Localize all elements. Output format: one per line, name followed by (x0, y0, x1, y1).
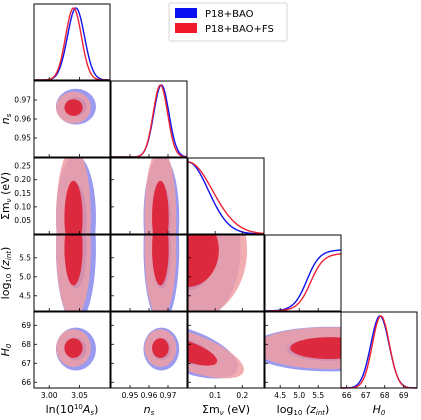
y-tick-label-ns: 0.95 (14, 134, 31, 143)
legend-box (168, 2, 288, 42)
y-tick-label-ns: 0.96 (14, 115, 31, 124)
contour-panel-mnu-H0 (188, 324, 244, 379)
panel-frame-H0-H0 (340, 311, 418, 389)
x-axis-label-ns: ns (144, 403, 155, 417)
x-tick-label-lnAs: 3.00 (41, 391, 58, 400)
contour-panel-lnAs-mnu (55, 158, 96, 234)
y-tick-label-mnu: 0.05 (14, 216, 31, 225)
contour-68-p18-bao-fs (188, 235, 219, 287)
posterior-1d-ns-p18-bao (111, 84, 188, 158)
y-tick-label-ns: 0.97 (14, 96, 31, 105)
contour-68-p18-bao-fs (64, 338, 83, 358)
y-tick-label-H0: 67 (21, 359, 31, 368)
y-tick-label-logzint: 5.5 (19, 253, 31, 262)
legend-label-p18-bao: P18+BAO (205, 9, 254, 20)
panel-frame-lnAs-mnu (33, 157, 111, 235)
legend-swatch-p18-bao (175, 8, 197, 18)
posterior-1d-lnAs-p18-bao (34, 7, 111, 81)
panel-frame-mnu-logzint (187, 234, 265, 312)
contour-68-p18-bao-fs (188, 337, 218, 366)
y-tick-label-mnu: 0.25 (14, 162, 31, 171)
contour-panel-ns-mnu (143, 158, 180, 234)
posterior-1d-logzint-p18-bao-fs (265, 253, 342, 312)
y-tick-label-mnu: 0.10 (14, 202, 31, 211)
panel-frame-lnAs-lnAs (33, 3, 111, 81)
contour-68-p18-bao-fs (290, 337, 341, 360)
contour-panel-logzint-H0 (265, 326, 341, 372)
y-tick-label-logzint: 5.0 (19, 272, 31, 281)
x-tick-label-logzint: 5.0 (293, 391, 305, 400)
contour-68-p18-bao-fs (152, 235, 169, 286)
y-axis-label-mnu: Σmν (eV) (0, 172, 13, 220)
contour-68-p18-bao-fs (152, 180, 169, 234)
y-axis-label-logzint: log10 (zint) (0, 247, 13, 300)
posterior-1d-H0-p18-bao-fs (341, 315, 417, 389)
x-tick-label-H0: 67 (361, 391, 371, 400)
y-axis-label-ns: ns (0, 113, 13, 124)
contour-68-p18-bao-fs (64, 180, 83, 234)
x-tick-label-ns: 0.96 (141, 391, 158, 400)
x-axis-label-lnAs: ln(1010As) (46, 403, 99, 417)
x-axis-label-mnu: Σmν (eV) (202, 403, 250, 417)
posterior-1d-mnu-p18-bao (187, 161, 265, 235)
contour-panel-lnAs-H0 (55, 327, 96, 371)
y-tick-label-logzint: 4.5 (19, 291, 31, 300)
contour-68-p18-bao-fs (64, 99, 83, 116)
contour-68-p18-bao-fs (64, 235, 83, 286)
contour-panel-ns-H0 (143, 327, 180, 371)
x-tick-label-ns: 0.97 (160, 391, 177, 400)
y-tick-label-H0: 69 (21, 321, 31, 330)
posterior-1d-mnu-p18-bao-fs (187, 161, 265, 235)
posterior-1d-logzint-p18-bao (264, 249, 342, 312)
legend-label-p18-bao-fs: P18+BAO+FS (205, 24, 274, 35)
panel-frame-logzint-logzint (264, 234, 342, 312)
y-tick-label-H0: 68 (21, 340, 31, 349)
contour-panel-mnu-logzint (188, 235, 248, 311)
panel-frame-lnAs-logzint (33, 234, 111, 312)
x-tick-label-H0: 69 (399, 391, 409, 400)
x-axis-label-H0: H0 (373, 403, 386, 417)
x-tick-label-lnAs: 3.05 (71, 391, 88, 400)
x-tick-label-ns: 0.95 (122, 391, 139, 400)
posterior-1d-lnAs-p18-bao-fs (34, 7, 110, 81)
x-axis-label-logzint: log10 (zint) (277, 403, 330, 417)
x-tick-label-H0: 66 (342, 391, 352, 400)
contour-panel-lnAs-logzint (55, 235, 96, 311)
y-axis-label-H0: H0 (0, 343, 13, 356)
panel-frame-lnAs-H0 (33, 311, 111, 389)
panel-frame-mnu-mnu (187, 157, 265, 235)
legend-swatch-p18-bao-fs (175, 23, 197, 33)
x-tick-label-H0: 68 (380, 391, 390, 400)
x-tick-label-mnu: 0.2 (236, 391, 248, 400)
panel-frame-mnu-H0 (187, 311, 265, 389)
y-tick-label-mnu: 0.15 (14, 189, 31, 198)
contour-68-p18-bao-fs (152, 338, 169, 358)
contour-panel-ns-logzint (143, 235, 180, 311)
legend: P18+BAO P18+BAO+FS (168, 2, 288, 42)
x-tick-label-logzint: 5.5 (312, 391, 324, 400)
x-tick-label-logzint: 4.5 (274, 391, 286, 400)
y-tick-label-H0: 66 (21, 378, 31, 387)
posterior-1d-H0-p18-bao (341, 315, 417, 389)
contour-panel-lnAs-ns (55, 88, 96, 125)
y-tick-label-mnu: 0.20 (14, 175, 31, 184)
x-tick-label-mnu: 0.1 (209, 391, 221, 400)
